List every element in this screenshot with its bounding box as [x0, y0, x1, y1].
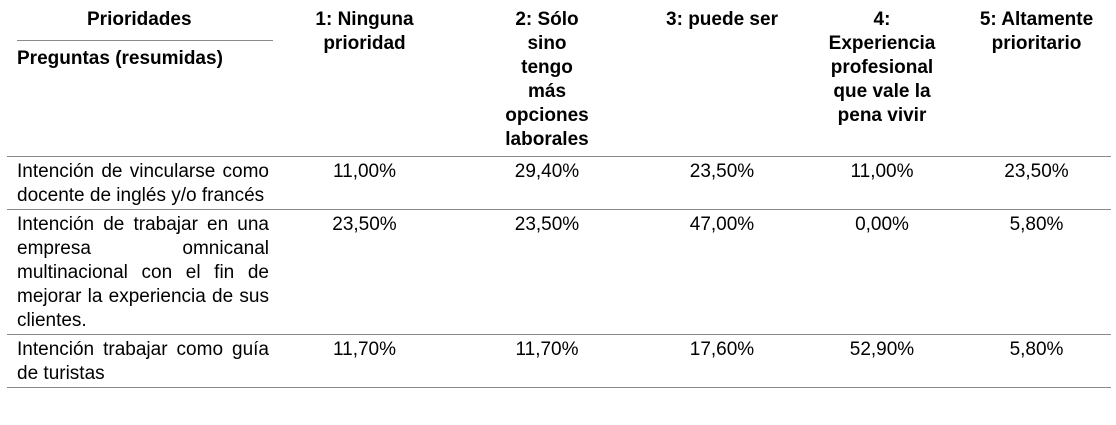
row-question: Intención de vincularse como docente de …: [7, 156, 277, 210]
header-col-3: 3: puede ser: [642, 4, 802, 157]
row-value-col-4: 0,00%: [802, 209, 962, 335]
header-preguntas: Preguntas (resumidas): [17, 48, 223, 69]
row-value-col-2: 23,50%: [452, 209, 642, 335]
row-value-col-1: 23,50%: [277, 209, 452, 335]
header-col-2: 2: Sólo sino tengo más opciones laborale…: [452, 4, 642, 157]
row-question: Intención trabajar como guía de turistas: [7, 334, 277, 388]
table-row: Intención de vincularse como docente de …: [7, 156, 1111, 210]
row-value-col-1: 11,70%: [277, 334, 452, 388]
row-value-col-2: 29,40%: [452, 156, 642, 210]
row-value-col-5: 5,80%: [962, 334, 1111, 388]
row-value-col-4: 52,90%: [802, 334, 962, 388]
row-value-col-5: 5,80%: [962, 209, 1111, 335]
row-value-col-5: 23,50%: [962, 156, 1111, 210]
header-first-cell: Prioridades Preguntas (resumidas): [7, 4, 277, 157]
row-value-col-2: 11,70%: [452, 334, 642, 388]
header-row: Prioridades Preguntas (resumidas) 1: Nin…: [7, 4, 1111, 157]
table-row: Intención de trabajar en una empresa omn…: [7, 209, 1111, 335]
row-value-col-1: 11,00%: [277, 156, 452, 210]
row-value-col-3: 17,60%: [642, 334, 802, 388]
row-value-col-3: 47,00%: [642, 209, 802, 335]
row-question: Intención de trabajar en una empresa omn…: [7, 209, 277, 335]
row-value-col-3: 23,50%: [642, 156, 802, 210]
header-col-4: 4: Experiencia profesional que vale la p…: [802, 4, 962, 157]
priorities-table: Prioridades Preguntas (resumidas) 1: Nin…: [7, 4, 1111, 388]
row-value-col-4: 11,00%: [802, 156, 962, 210]
table-row: Intención trabajar como guía de turistas…: [7, 334, 1111, 388]
header-prioridades: Prioridades: [17, 8, 273, 41]
header-col-1: 1: Ninguna prioridad: [277, 4, 452, 157]
header-col-5: 5: Altamente prioritario: [962, 4, 1111, 157]
